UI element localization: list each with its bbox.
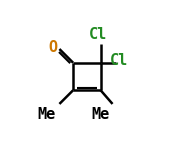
Text: Me: Me <box>91 107 109 122</box>
Text: Cl: Cl <box>110 53 128 69</box>
Text: Me: Me <box>37 107 55 122</box>
Text: O: O <box>48 40 57 55</box>
Text: Cl: Cl <box>88 27 107 42</box>
